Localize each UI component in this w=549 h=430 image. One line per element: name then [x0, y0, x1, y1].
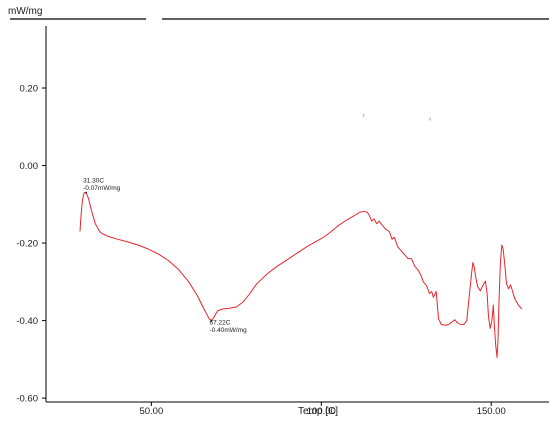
series-line-0 [79, 192, 523, 358]
x-axis-label: Temp [C] [298, 406, 338, 417]
y-axis-label: mW/mg [8, 6, 42, 17]
y-tick-label-2: -0.20 [16, 239, 38, 250]
y-tick-label-3: -0.40 [16, 316, 38, 327]
x-tick-label-2: 150.00 [477, 406, 506, 417]
annotation-1-line-0: 67.22C [210, 320, 231, 327]
annotation-point-1 [210, 319, 213, 322]
annotation-0-line-1: -0.07mW/mg [83, 185, 121, 192]
x-ticks: 50.00 100.00 150.00 [139, 402, 506, 417]
annotations: 31.30C-0.07mW/mg 67.22C-0.40mW/mg [83, 178, 247, 334]
annotation-1-line-1: -0.40mW/mg [210, 327, 248, 334]
x-tick-label-1: 100.00 [307, 406, 336, 417]
y-tick-label-1: 0.00 [20, 161, 39, 172]
x-tick-label-0: 50.00 [139, 406, 163, 417]
annotation-0-line-0: 31.30C [83, 178, 104, 185]
y-tick-label-0: 0.20 [20, 84, 39, 95]
y-ticks: 0.20 0.00 -0.20 -0.40 -0.60 [16, 84, 46, 405]
annotation-point-0 [85, 191, 88, 194]
plot-area [79, 113, 523, 358]
y-tick-label-4: -0.60 [16, 394, 38, 405]
